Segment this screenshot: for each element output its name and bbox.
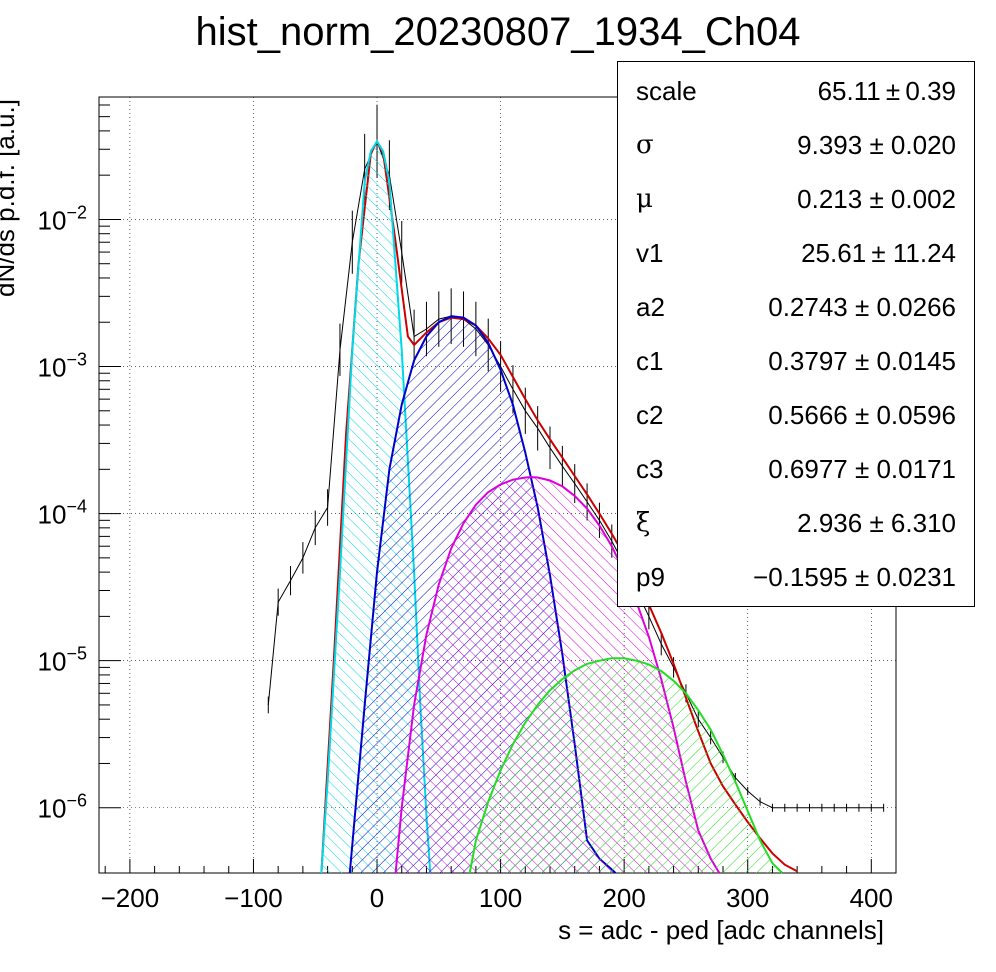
- stats-row: v1 25.61 ± 11.24: [618, 224, 974, 278]
- stats-param-name: ξ: [636, 508, 651, 538]
- stats-param-name: scale: [636, 76, 697, 106]
- stats-row: a2 0.2743 ± 0.0266: [618, 278, 974, 332]
- stats-row: c1 0.3797 ± 0.0145: [618, 332, 974, 386]
- x-tick-label: −100: [224, 883, 283, 913]
- x-tick-label: 200: [602, 883, 645, 913]
- y-tick-label: 10−6: [38, 791, 87, 824]
- y-tick-label: 10−5: [38, 644, 87, 677]
- stats-row: p9 −0.1595 ± 0.0231: [618, 548, 974, 602]
- stats-row: c3 0.6977 ± 0.0171: [618, 440, 974, 494]
- stats-param-name: v1: [636, 238, 664, 268]
- stats-param-value: 25.61 ± 11.24: [801, 238, 956, 268]
- stats-param-value: 9.393 ± 0.020: [797, 130, 956, 160]
- stats-param-value: 2.936 ± 6.310: [797, 508, 956, 538]
- stats-param-name: c2: [636, 400, 664, 430]
- stats-param-value: 65.11 ± 0.39: [817, 76, 956, 106]
- stats-param-name: c1: [636, 346, 664, 376]
- stats-param-name: p9: [636, 562, 665, 592]
- series-5-line: [468, 657, 784, 874]
- stats-param-name: a2: [636, 292, 665, 322]
- x-tick-label: 400: [850, 883, 893, 913]
- stats-param-name: c3: [636, 454, 664, 484]
- chart-title: hist_norm_20230807_1934_Ch04: [195, 10, 801, 54]
- fit-statistics-box: scale 65.11 ± 0.39 σ 9.393 ± 0.020 μ 0.213 ± …: [617, 61, 975, 607]
- x-tick-label: −200: [101, 883, 160, 913]
- stats-row: c2 0.5666 ± 0.0596: [618, 386, 974, 440]
- stats-param-value: 0.3797 ± 0.0145: [768, 346, 956, 376]
- stats-row: σ 9.393 ± 0.020: [618, 116, 974, 170]
- stats-param-value: 0.6977 ± 0.0171: [768, 454, 956, 484]
- x-tick-label: 300: [726, 883, 769, 913]
- stats-param-value: 0.5666 ± 0.0596: [768, 400, 956, 430]
- stats-param-value: 0.213 ± 0.002: [797, 184, 956, 214]
- y-axis-label: dN/ds p.d.f. [a.u.]: [0, 99, 20, 297]
- stats-param-value: 0.2743 ± 0.0266: [768, 292, 956, 322]
- y-tick-label: 10−4: [38, 497, 87, 530]
- stats-row: μ 0.213 ± 0.002: [618, 170, 974, 224]
- series-5-area: [469, 658, 783, 873]
- y-tick-label: 10−2: [38, 202, 87, 235]
- stats-param-name: μ: [636, 184, 653, 214]
- x-tick-label: 0: [370, 883, 384, 913]
- stats-param-value: −0.1595 ± 0.0231: [753, 562, 956, 592]
- stats-row: ξ 2.936 ± 6.310: [618, 494, 974, 548]
- stats-row: scale 65.11 ± 0.39: [618, 62, 974, 116]
- y-tick-label: 10−3: [38, 350, 87, 383]
- x-tick-label: 100: [479, 883, 522, 913]
- x-axis-label: s = adc - ped [adc channels]: [558, 915, 884, 945]
- stats-param-name: σ: [636, 130, 654, 160]
